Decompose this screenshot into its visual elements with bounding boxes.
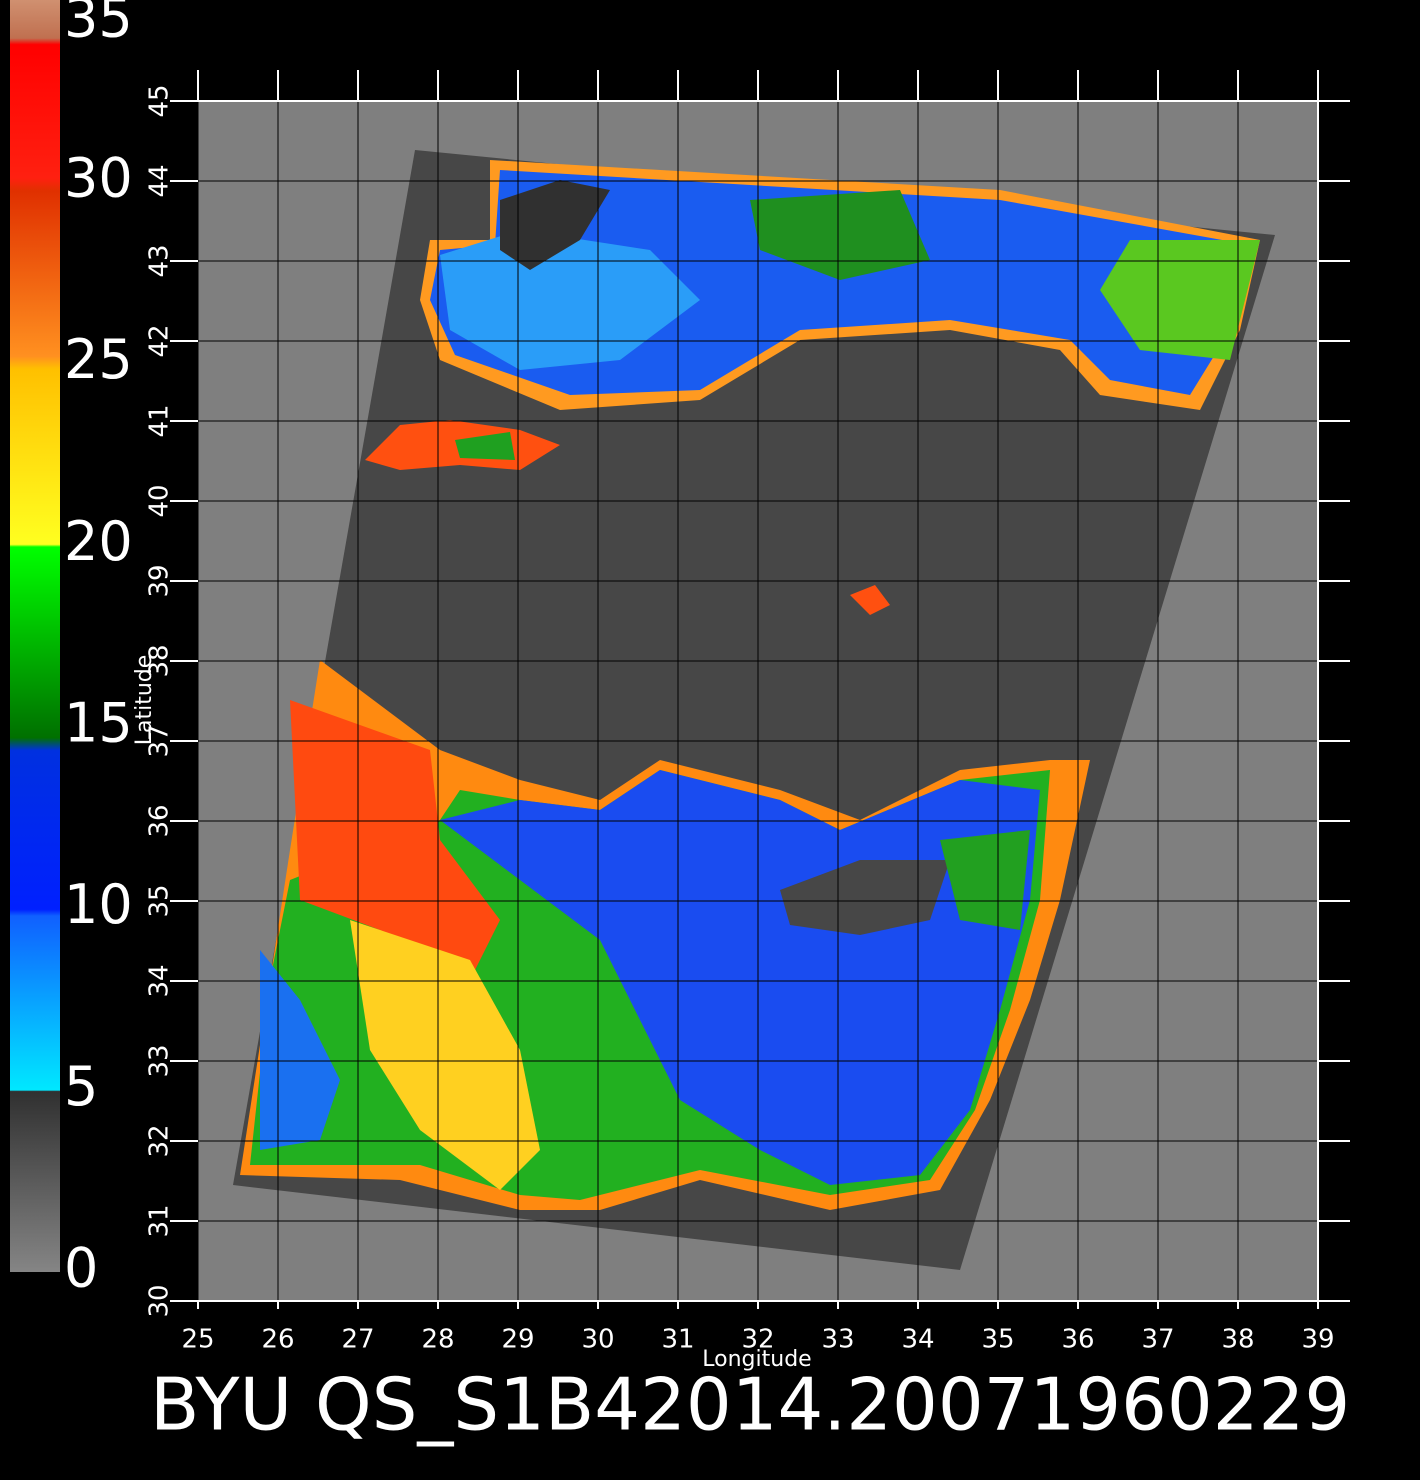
y-tick-label: 42 bbox=[145, 324, 175, 357]
x-tick-label: 36 bbox=[1061, 1325, 1094, 1355]
mediterranean bbox=[240, 660, 1090, 1210]
x-tick-label: 25 bbox=[181, 1325, 214, 1355]
y-tick-label: 41 bbox=[145, 404, 175, 437]
y-axis-title: Latitude bbox=[132, 655, 157, 746]
y-tick-label: 31 bbox=[145, 1204, 175, 1237]
y-tick-label: 38 bbox=[145, 644, 175, 677]
y-tick-label: 44 bbox=[145, 164, 175, 197]
y-tick-label: 33 bbox=[145, 1044, 175, 1077]
land-patch bbox=[850, 585, 890, 615]
colorbar-label: 20 bbox=[64, 510, 133, 573]
x-tick-label: 27 bbox=[341, 1325, 374, 1355]
y-tick-label: 39 bbox=[145, 564, 175, 597]
colorbar-label: 35 bbox=[64, 0, 133, 50]
x-axis-title: Longitude bbox=[702, 1347, 811, 1372]
y-tick-label: 40 bbox=[145, 484, 175, 517]
y-tick-label: 36 bbox=[145, 804, 175, 837]
x-tick-label: 29 bbox=[501, 1325, 534, 1355]
x-tick-label: 26 bbox=[261, 1325, 294, 1355]
black-sea bbox=[420, 160, 1260, 410]
x-tick-label: 38 bbox=[1221, 1325, 1254, 1355]
x-tick-label: 30 bbox=[581, 1325, 614, 1355]
y-tick-label: 34 bbox=[145, 964, 175, 997]
y-tick-label: 32 bbox=[145, 1124, 175, 1157]
colorbar-label: 5 bbox=[64, 1055, 98, 1118]
colorbar-label: 15 bbox=[64, 691, 133, 754]
x-tick-label: 39 bbox=[1301, 1325, 1334, 1355]
title: BYU QS_S1B42014.20071960229 bbox=[150, 1363, 1350, 1447]
colorbar-label: 30 bbox=[64, 146, 133, 209]
x-tick-label: 32 bbox=[741, 1325, 774, 1355]
colorbar-label: 25 bbox=[64, 328, 133, 391]
colorbar-label: 0 bbox=[64, 1237, 98, 1300]
x-tick-label: 35 bbox=[981, 1325, 1014, 1355]
y-tick-label: 37 bbox=[145, 724, 175, 757]
x-tick-label: 34 bbox=[901, 1325, 934, 1355]
x-tick-label: 37 bbox=[1141, 1325, 1174, 1355]
y-tick-label: 35 bbox=[145, 884, 175, 917]
x-tick-label: 33 bbox=[821, 1325, 854, 1355]
x-tick-label: 31 bbox=[661, 1325, 694, 1355]
y-tick-label: 43 bbox=[145, 244, 175, 277]
colorbar-label: 10 bbox=[64, 873, 133, 936]
y-tick-label: 45 bbox=[145, 84, 175, 117]
x-tick-label: 28 bbox=[421, 1325, 454, 1355]
marmara-inner bbox=[455, 432, 515, 460]
colorbar bbox=[10, 0, 60, 1272]
y-tick-label: 30 bbox=[145, 1284, 175, 1317]
